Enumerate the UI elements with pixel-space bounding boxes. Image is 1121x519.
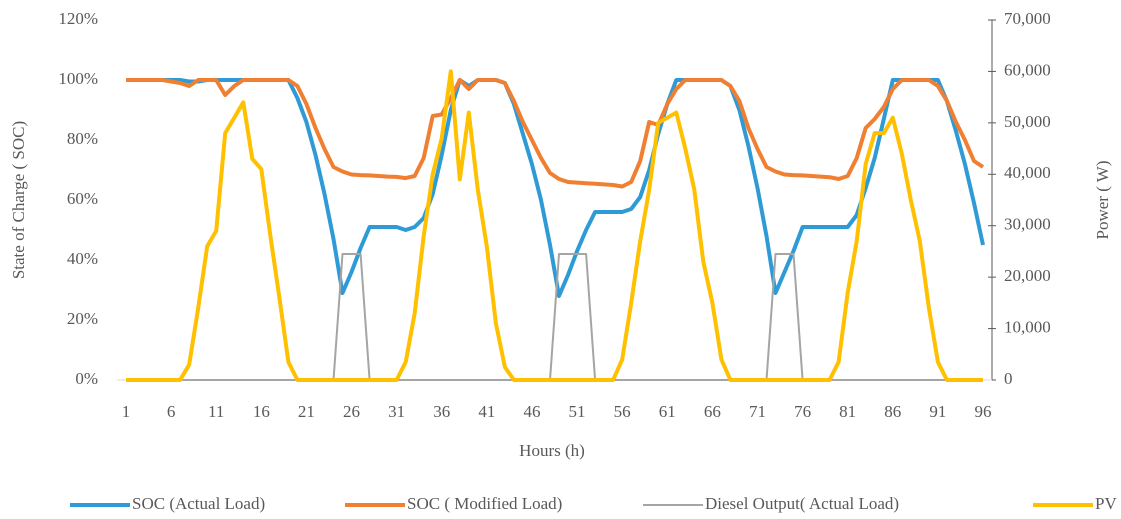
x-tick-label: 81 <box>839 402 856 421</box>
series-line <box>126 78 985 189</box>
series-line <box>126 253 983 381</box>
x-tick-label: 91 <box>929 402 946 421</box>
x-tick-label: 56 <box>614 402 631 421</box>
y2-tick-label: 70,000 <box>1004 9 1051 28</box>
x-tick-label: 76 <box>794 402 811 421</box>
y-tick-label: 120% <box>58 9 98 28</box>
series-line <box>126 69 983 382</box>
y-tick-label: 40% <box>67 249 98 268</box>
y-tick-label: 0% <box>75 369 98 388</box>
x-tick-label: 1 <box>122 402 131 421</box>
y2-axis-title: Power ( W) <box>1093 161 1112 240</box>
y-tick-label: 80% <box>67 129 98 148</box>
x-tick-label: 21 <box>298 402 315 421</box>
x-tick-label: 26 <box>343 402 360 421</box>
y2-tick-label: 50,000 <box>1004 112 1051 131</box>
x-tick-label: 31 <box>388 402 405 421</box>
x-tick-label: 51 <box>569 402 586 421</box>
legend-label: Diesel Output( Actual Load) <box>705 494 899 513</box>
x-tick-label: 41 <box>478 402 495 421</box>
y2-tick-label: 30,000 <box>1004 215 1051 234</box>
x-tick-label: 96 <box>974 402 991 421</box>
legend-label: PV <box>1095 494 1117 513</box>
x-tick-label: 6 <box>167 402 176 421</box>
x-tick-label: 46 <box>523 402 540 421</box>
y2-tick-label: 0 <box>1004 369 1013 388</box>
y2-tick-label: 60,000 <box>1004 60 1051 79</box>
y2-tick-label: 10,000 <box>1004 317 1051 336</box>
legend-label: SOC (Actual Load) <box>132 494 265 513</box>
y-axis-title: State of Charge ( SOC) <box>9 121 28 279</box>
x-tick-label: 11 <box>208 402 224 421</box>
legend-label: SOC ( Modified Load) <box>407 494 562 513</box>
y-tick-label: 100% <box>58 69 98 88</box>
y2-tick-label: 20,000 <box>1004 266 1051 285</box>
x-tick-label: 16 <box>253 402 270 421</box>
x-tick-label: 36 <box>433 402 450 421</box>
x-tick-label: 71 <box>749 402 766 421</box>
x-tick-label: 66 <box>704 402 721 421</box>
y2-tick-label: 40,000 <box>1004 163 1051 182</box>
y-tick-label: 20% <box>67 309 98 328</box>
x-tick-label: 61 <box>659 402 676 421</box>
x-axis-title: Hours (h) <box>519 441 585 460</box>
x-tick-label: 86 <box>884 402 901 421</box>
y-tick-label: 60% <box>67 189 98 208</box>
